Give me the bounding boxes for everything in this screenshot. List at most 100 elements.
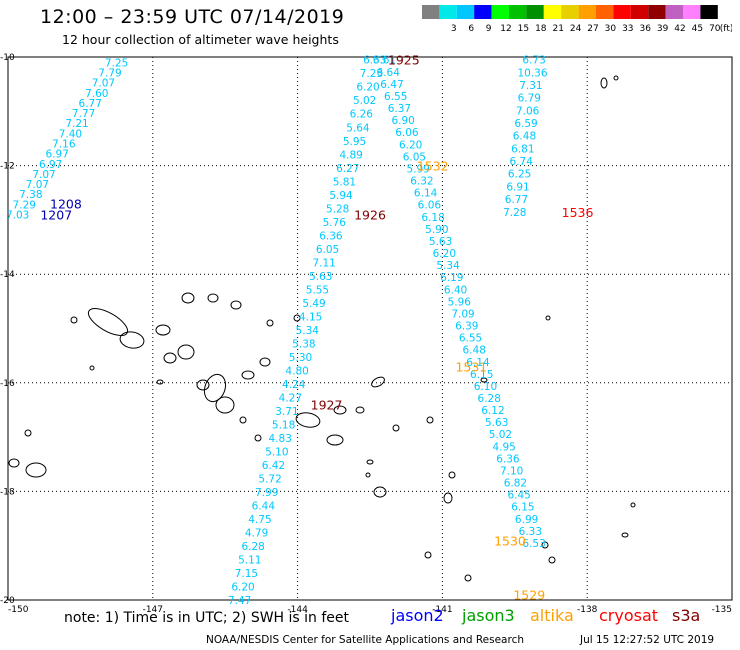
- wave-height-label: 4.79: [245, 527, 268, 539]
- wave-height-label: 6.33: [363, 55, 386, 67]
- legend-tick-label: 18: [535, 24, 547, 34]
- wave-height-label: 6.91: [506, 181, 529, 193]
- legend-tick-label: 39: [657, 24, 669, 34]
- island-outline: [443, 492, 453, 504]
- generated-timestamp: Jul 15 12:27:52 UTC 2019: [580, 634, 715, 646]
- wave-height-label: 5.18: [272, 419, 295, 431]
- island-outline: [156, 379, 164, 385]
- legend-swatch: [596, 5, 614, 19]
- island-outline: [355, 406, 365, 414]
- wave-height-label: 6.77: [79, 98, 102, 110]
- island-outline: [266, 319, 274, 327]
- legend-jason3: jason3: [462, 606, 515, 625]
- wave-height-label: 7.38: [19, 189, 42, 201]
- wave-height-label: 6.20: [231, 581, 254, 593]
- legend-tick-label: 70: [709, 24, 721, 34]
- wave-height-label: 6.18: [421, 212, 444, 224]
- island-outline: [373, 486, 387, 498]
- wave-height-label: 6.48: [463, 345, 486, 357]
- map-frame: [7, 56, 733, 601]
- island-outline: [293, 314, 301, 322]
- legend-swatch: [561, 5, 579, 19]
- wave-height-label: 7.23: [360, 68, 383, 80]
- lon-tick-label: -141: [432, 605, 452, 615]
- lat-tick-label: -12: [0, 162, 15, 172]
- wave-height-label: 4.27: [279, 392, 302, 404]
- wave-height-label: 7.07: [26, 179, 49, 191]
- wave-height-label: 6.59: [514, 118, 537, 130]
- wave-height-label: 7.40: [59, 128, 82, 140]
- island-outline: [25, 462, 47, 478]
- legend-swatch: [491, 5, 509, 19]
- wave-height-label: 7.07: [92, 78, 115, 90]
- wave-height-label: 6.48: [513, 131, 536, 143]
- lat-tick-label: -14: [0, 270, 15, 280]
- wave-height-label: 6.79: [518, 93, 541, 105]
- wave-height-label: 6.14: [466, 357, 490, 369]
- wave-height-label: 6.40: [444, 284, 467, 296]
- legend-tick-label: 45: [692, 24, 703, 34]
- wave-height-label: 6.37: [388, 103, 411, 115]
- wave-height-label: 6.45: [507, 490, 530, 502]
- island-outline: [239, 416, 247, 424]
- island-outline: [230, 300, 242, 310]
- wave-height-label: 6.61: [373, 55, 396, 67]
- credit-line: NOAA/NESDIS Center for Satellite Applica…: [206, 634, 524, 646]
- legend-tick-label: 42: [674, 24, 685, 34]
- legend-swatch: [422, 5, 440, 19]
- wave-height-label: 6.55: [459, 333, 482, 345]
- legend-swatch: [683, 5, 701, 19]
- pass-time-label: 1530: [494, 533, 526, 548]
- legend-tick-label: 24: [570, 24, 582, 34]
- island-outline: [196, 379, 210, 391]
- wave-height-label: 5.49: [302, 298, 325, 310]
- pass-time-label: 1536: [562, 205, 594, 220]
- island-outline: [203, 373, 227, 403]
- lat-tick-label: -10: [0, 53, 15, 63]
- legend-tick-label: 15: [518, 24, 529, 34]
- wave-height-label: 7.25: [105, 57, 128, 69]
- wave-height-label: 6.77: [505, 194, 528, 206]
- wave-height-label: 5.28: [326, 203, 349, 215]
- wave-height-label: 6.19: [440, 272, 463, 284]
- wave-height-label: 6.20: [433, 248, 456, 260]
- wave-height-label: 7.06: [516, 105, 540, 117]
- legend-unit: (ft): [720, 24, 732, 34]
- legend-swatch: [665, 5, 683, 19]
- wave-height-label: 6.28: [478, 393, 501, 405]
- wave-height-label: 5.34: [296, 325, 320, 337]
- island-outline: [600, 77, 608, 89]
- island-outline: [119, 331, 145, 349]
- legend-swatch: [456, 5, 475, 19]
- lon-tick-label: -147: [143, 605, 163, 615]
- wave-height-label: 4.80: [285, 365, 308, 377]
- island-outline: [333, 405, 347, 415]
- wave-height-label: 7.16: [52, 139, 76, 151]
- island-outline: [163, 352, 177, 364]
- island-outline: [259, 357, 271, 367]
- wave-height-label: 6.06: [395, 127, 419, 139]
- legend-tick-label: 12: [500, 24, 511, 34]
- legend-s3a: s3a: [672, 606, 701, 625]
- legend-tick-label: 27: [587, 24, 598, 34]
- wave-height-label: 7.21: [65, 118, 88, 130]
- wave-height-label: 5.02: [489, 429, 512, 441]
- pass-time-label: 1926: [354, 207, 386, 222]
- pass-time-label: 1927: [311, 398, 343, 413]
- wave-height-label: 5.02: [353, 95, 376, 107]
- wave-height-label: 6.20: [399, 139, 422, 151]
- legend-swatch: [630, 5, 649, 19]
- wave-height-label: 6.25: [508, 169, 531, 181]
- lon-tick-label: -144: [287, 605, 308, 615]
- lon-tick-label: -135: [712, 605, 732, 615]
- legend-tick-label: 33: [622, 24, 633, 34]
- wave-height-label: 6.44: [252, 500, 276, 512]
- island-outline: [392, 424, 400, 432]
- wave-height-label: 5.63: [309, 271, 332, 283]
- wave-height-label: 6.10: [474, 381, 497, 393]
- wave-height-label: 6.06: [418, 200, 442, 212]
- wave-height-label: 6.26: [350, 109, 374, 121]
- island-outline: [181, 292, 195, 304]
- island-outline: [295, 412, 321, 428]
- legend-swatch: [439, 5, 457, 19]
